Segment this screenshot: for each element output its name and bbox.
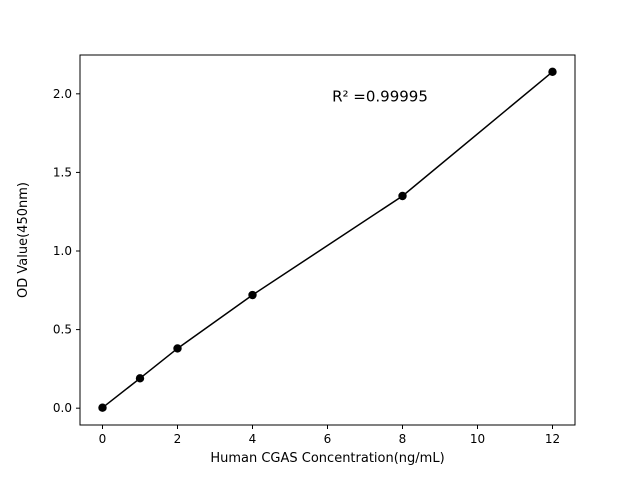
axes-spines [79,54,576,426]
y-tick-label: 0.0 [53,401,72,415]
y-tick-label: 1.5 [53,165,72,179]
r-squared-annotation: R² =0.99995 [332,88,428,106]
data-point [248,290,257,300]
x-axis-label: Human CGAS Concentration(ng/mL) [210,451,444,466]
x-tick-label: 6 [324,432,332,446]
x-tick-label: 10 [470,432,485,446]
y-axis-label: OD Value(450nm) [16,182,31,298]
fit-line [102,71,553,409]
x-tick-label: 0 [99,432,107,446]
x-tick-label: 4 [249,432,257,446]
data-series [98,67,557,412]
x-tick-label: 2 [174,432,182,446]
y-tick-label: 1.0 [53,244,72,258]
data-point [173,344,182,353]
y-tick-label: 2.0 [53,87,72,101]
plot-area [80,55,575,425]
axis-ticks: 0 2 4 6 8 10 12 0.0 0.5 1.0 1.5 2.0 [53,87,560,446]
data-point [398,191,407,201]
y-tick-label: 0.5 [53,323,72,337]
data-point [135,374,145,383]
x-tick-label: 8 [399,432,407,446]
data-point [548,67,557,77]
data-point [98,403,107,412]
x-tick-label: 12 [545,432,560,446]
